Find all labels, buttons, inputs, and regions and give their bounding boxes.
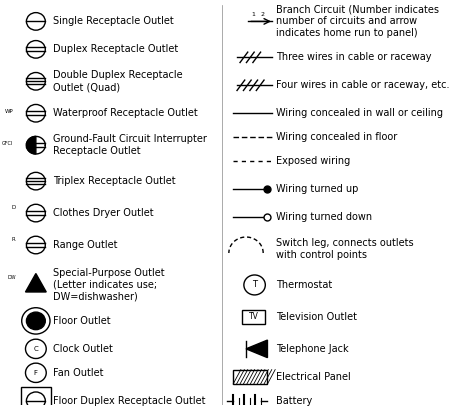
Text: T: T [252,280,257,289]
Text: C: C [34,346,38,352]
Text: Telephone Jack: Telephone Jack [276,344,349,354]
Text: Electrical Panel: Electrical Panel [276,372,351,382]
Text: Clothes Dryer Outlet: Clothes Dryer Outlet [53,208,154,218]
Text: Fan Outlet: Fan Outlet [53,368,103,378]
Text: TV: TV [248,313,258,322]
Text: Double Duplex Receptacle
Outlet (Quad): Double Duplex Receptacle Outlet (Quad) [53,71,182,92]
Text: Wiring concealed in floor: Wiring concealed in floor [276,132,397,142]
Polygon shape [27,136,36,154]
Text: Waterproof Receptacle Outlet: Waterproof Receptacle Outlet [53,108,198,118]
Text: R: R [12,237,16,242]
Text: 2: 2 [260,12,264,17]
Text: Ground-Fault Circuit Interrupter
Receptacle Outlet: Ground-Fault Circuit Interrupter Recepta… [53,134,207,156]
Text: Thermostat: Thermostat [276,280,332,290]
Bar [242,310,265,324]
Bar [21,387,51,408]
Text: Range Outlet: Range Outlet [53,240,118,250]
Text: Duplex Receptacle Outlet: Duplex Receptacle Outlet [53,44,178,54]
Text: Special-Purpose Outlet
(Letter indicates use;
DW=dishwasher): Special-Purpose Outlet (Letter indicates… [53,268,164,302]
Text: D: D [11,204,16,210]
Text: WP: WP [5,109,14,114]
Text: Triplex Receptacle Outlet: Triplex Receptacle Outlet [53,176,176,186]
Bar [233,370,267,384]
Text: Branch Circuit (Number indicates
number of circuits and arrow
indicates home run: Branch Circuit (Number indicates number … [276,5,439,38]
Text: Switch leg, connects outlets
with control points: Switch leg, connects outlets with contro… [276,238,414,260]
Circle shape [27,312,46,330]
Text: Wiring turned up: Wiring turned up [276,184,358,194]
Text: Wiring turned down: Wiring turned down [276,212,372,222]
Text: Clock Outlet: Clock Outlet [53,344,113,354]
Text: GFCI: GFCI [2,141,14,146]
Text: Battery: Battery [276,396,312,406]
Text: DW: DW [7,275,16,280]
Text: F: F [34,370,38,376]
Text: Four wires in cable or raceway, etc.: Four wires in cable or raceway, etc. [276,80,449,90]
Text: 1: 1 [252,12,255,17]
Text: Single Receptacle Outlet: Single Receptacle Outlet [53,16,174,27]
Text: Wiring concealed in wall or ceiling: Wiring concealed in wall or ceiling [276,108,443,118]
Polygon shape [26,273,46,292]
Text: Television Outlet: Television Outlet [276,312,357,322]
Text: Three wires in cable or raceway: Three wires in cable or raceway [276,52,431,62]
Text: Exposed wiring: Exposed wiring [276,156,350,166]
Polygon shape [246,340,267,358]
Text: Floor Outlet: Floor Outlet [53,316,110,326]
Text: Floor Duplex Receptacle Outlet: Floor Duplex Receptacle Outlet [53,396,206,406]
